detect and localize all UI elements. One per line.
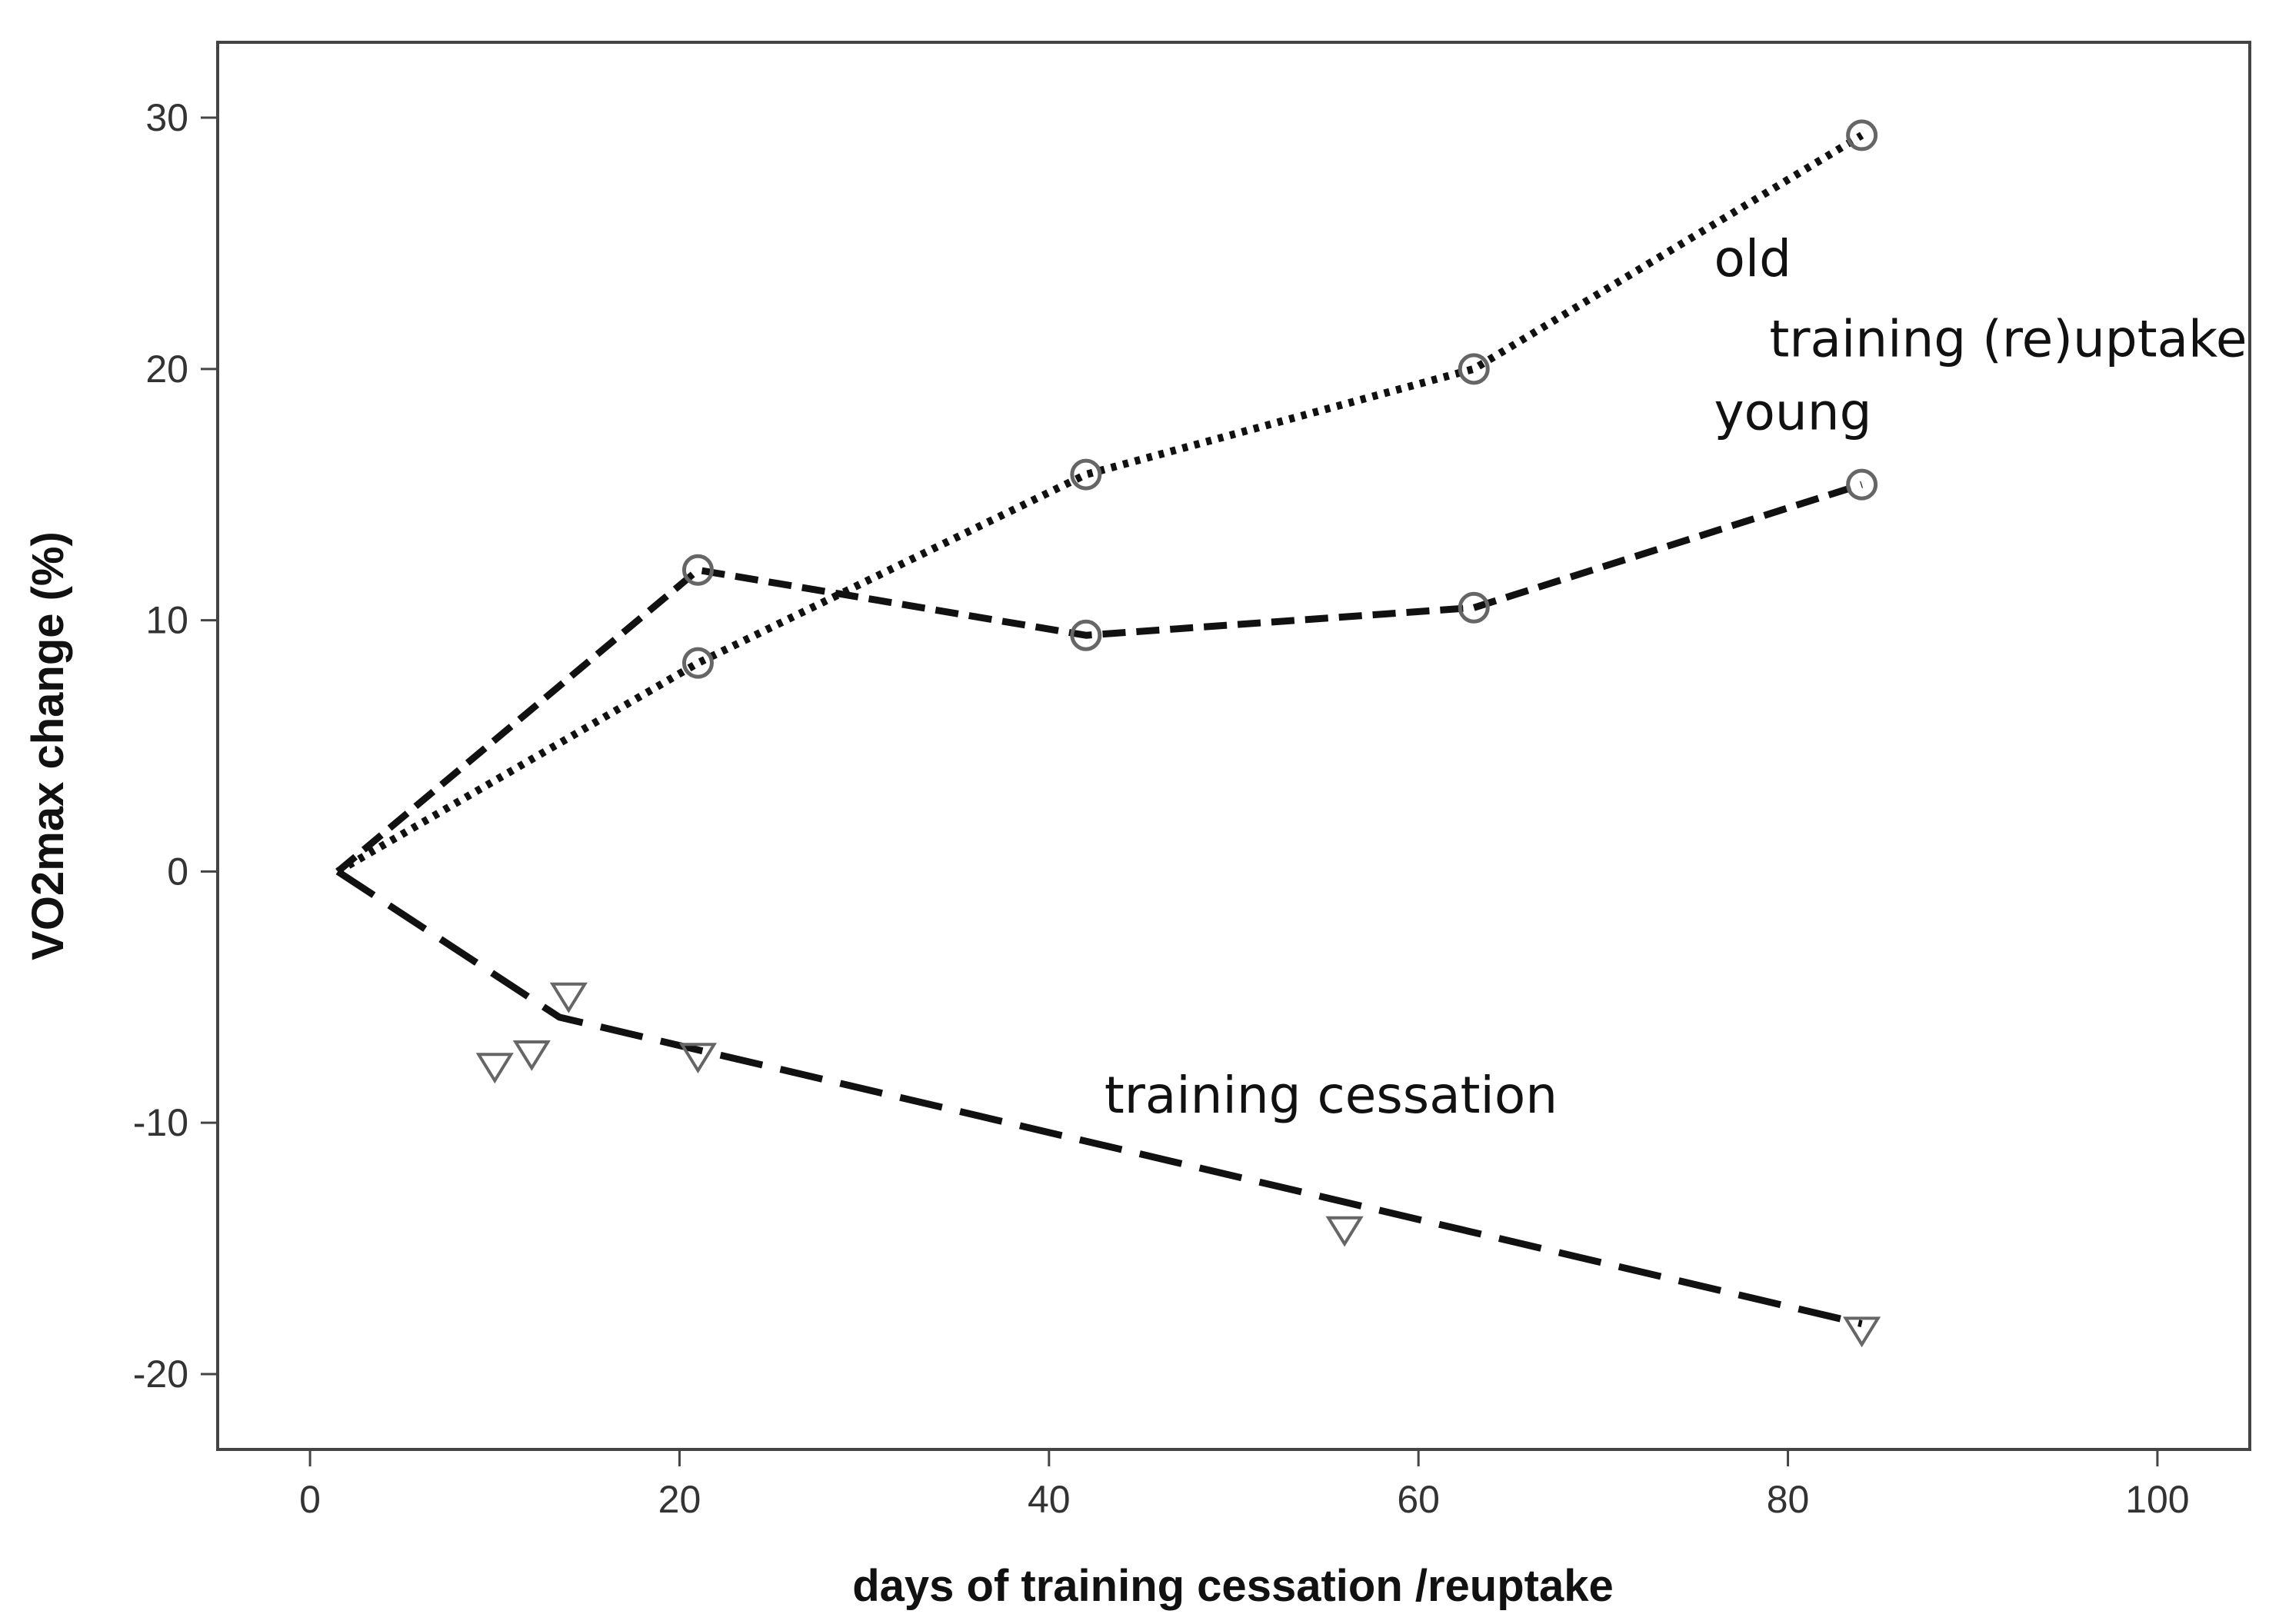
- data-point-young: [1846, 468, 1878, 501]
- series-line-old: [335, 131, 1864, 875]
- y-tick-label: 10: [145, 599, 188, 642]
- data-point-training-cessation: [678, 1043, 718, 1074]
- data-point-young: [1070, 619, 1102, 651]
- data-point-young: [681, 554, 714, 586]
- data-point-training-cessation: [549, 982, 588, 1013]
- x-tick-label: 80: [1767, 1478, 1810, 1521]
- y-tick-label: 30: [145, 96, 188, 139]
- x-axis-ticks: 0 20 40 60 80 100: [299, 1449, 2190, 1521]
- data-point-old: [681, 647, 714, 679]
- series-line-training-cessation: [335, 868, 1863, 1327]
- data-point-young: [1458, 591, 1490, 624]
- y-axis-ticks: -20 -10 0 10 20 30: [133, 96, 218, 1396]
- y-axis-title: VO2max change (%): [23, 531, 73, 960]
- y-tick-label: 0: [167, 850, 188, 893]
- data-point-training-cessation: [1325, 1216, 1364, 1247]
- series-markers: [475, 119, 1881, 1348]
- data-point-old: [1070, 458, 1102, 491]
- annotation-old: old: [1714, 229, 1791, 288]
- annotations: old training (re)uptake young training cess…: [1105, 229, 2247, 1125]
- y-tick-label: -20: [133, 1353, 188, 1396]
- x-axis-title: days of training cessation /reuptake: [852, 1561, 1614, 1611]
- x-tick-label: 0: [299, 1478, 321, 1521]
- data-point-training-cessation: [512, 1040, 551, 1071]
- annotation-young: young: [1714, 382, 1871, 441]
- x-tick-label: 20: [658, 1478, 701, 1521]
- series-lines: [335, 131, 1864, 1327]
- series-line-young: [335, 481, 1863, 874]
- data-point-old: [1458, 353, 1490, 385]
- data-point-training-cessation: [1843, 1316, 1881, 1348]
- y-tick-label: -10: [133, 1101, 188, 1144]
- x-tick-label: 40: [1028, 1478, 1071, 1521]
- y-tick-label: 20: [145, 348, 188, 391]
- x-tick-label: 60: [1397, 1478, 1440, 1521]
- data-point-training-cessation: [475, 1053, 514, 1084]
- annotation-training-re-uptake: training (re)uptake: [1770, 309, 2247, 368]
- plot-frame: [216, 41, 2251, 1451]
- data-point-old: [1846, 119, 1878, 151]
- x-tick-label: 100: [2125, 1478, 2189, 1521]
- annotation-training-cessation: training cessation: [1105, 1066, 1558, 1125]
